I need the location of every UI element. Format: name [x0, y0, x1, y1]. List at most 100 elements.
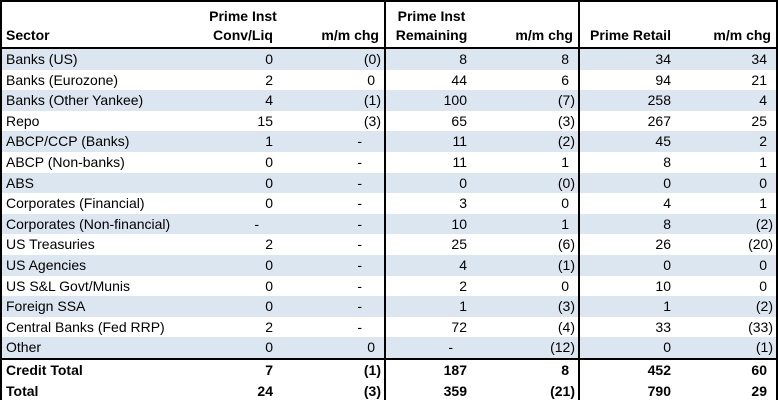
column-header-mm-chg-2: m/m chg	[477, 1, 579, 49]
value-cell: 2	[265, 236, 273, 253]
value-cell: 0	[367, 71, 375, 88]
value-cell: 2	[265, 318, 273, 335]
sector-cell: Banks (US)	[1, 48, 203, 70]
value-cell: 11	[384, 151, 477, 173]
value-cell: (7)	[477, 90, 579, 111]
value-cell: 26	[578, 234, 681, 255]
value-cell: 2	[681, 131, 777, 152]
value-cell: 0	[759, 277, 767, 294]
table-row: ABCP/CCP (Banks) 1 - 11 (2) 45 2	[1, 131, 777, 152]
value-cell: 44	[384, 69, 477, 91]
value-cell: 3	[384, 193, 477, 214]
value-cell: 65	[384, 110, 477, 132]
table-row: Foreign SSA 0 - 1 (3) 1 (2)	[1, 296, 777, 317]
value-cell: 790	[578, 380, 681, 400]
value-cell: -	[357, 195, 362, 212]
value-cell: 0	[384, 172, 477, 194]
value-cell: -	[283, 254, 385, 276]
table-row: Corporates (Financial) 0 - 3 0 4 1	[1, 193, 777, 214]
value-cell: 0	[561, 277, 569, 294]
value-cell: 452	[578, 357, 681, 381]
value-cell: 60	[681, 357, 777, 381]
value-cell: 359	[384, 380, 477, 400]
column-header-mm-chg-1: m/m chg	[283, 1, 385, 49]
value-cell: (33)	[748, 318, 773, 335]
table-row: US Agencies 0 - 4 (1) 0 0	[1, 254, 777, 276]
sector-cell: Corporates (Financial)	[6, 195, 145, 212]
value-cell: -	[283, 213, 385, 235]
value-cell: 0	[283, 337, 385, 359]
value-cell: 1	[578, 296, 681, 317]
value-cell: 29	[751, 382, 767, 399]
value-cell: (1)	[283, 357, 385, 381]
value-cell: 1	[759, 195, 767, 212]
sector-cell: Credit Total	[1, 357, 203, 381]
sector-cell: US Treasuries	[6, 236, 95, 253]
value-cell: 0	[578, 254, 681, 276]
value-cell: 21	[751, 71, 767, 88]
sector-cell: Foreign SSA	[1, 296, 203, 317]
table-row: Banks (Eurozone) 2 0 44 6 94 21	[1, 69, 777, 91]
sector-cell: ABCP/CCP (Banks)	[1, 131, 203, 152]
value-cell: (3)	[557, 112, 575, 129]
table-row: Banks (US) 0 (0) 8 8 34 34	[1, 48, 777, 70]
value-cell: (2)	[477, 131, 579, 152]
value-cell: 4	[681, 90, 777, 111]
value-cell: 0	[578, 172, 681, 194]
value-cell: 7	[203, 357, 283, 381]
value-cell: -	[283, 296, 385, 317]
sector-cell: Corporates (Non-financial)	[1, 213, 203, 235]
value-cell: 10	[384, 213, 477, 235]
sector-cell: Repo	[6, 112, 40, 129]
value-cell: 2	[384, 275, 477, 297]
sector-cell: Central Banks (Fed RRP)	[6, 318, 165, 335]
value-cell: 4	[203, 90, 283, 111]
value-cell: 8	[578, 151, 681, 173]
value-cell: (0)	[477, 172, 579, 194]
value-cell: (12)	[477, 337, 579, 359]
table-row: Central Banks (Fed RRP) 2 - 72 (4) 33 (3…	[1, 316, 777, 338]
value-cell: 6	[561, 71, 569, 88]
value-cell: -	[384, 337, 477, 359]
value-cell: 8	[578, 213, 681, 235]
value-cell: 2	[265, 71, 273, 88]
value-cell: 258	[578, 90, 681, 111]
value-cell: (0)	[283, 48, 385, 70]
table-row: Banks (Other Yankee) 4 (1) 100 (7) 258 4	[1, 90, 777, 111]
value-cell: (2)	[681, 213, 777, 235]
value-cell: 267	[578, 110, 681, 132]
value-cell: 1	[384, 296, 477, 317]
value-cell: 0	[203, 254, 283, 276]
value-cell: (1)	[681, 337, 777, 359]
sector-cell: Banks (Eurozone)	[6, 71, 119, 88]
sector-cell: US S&L Govt/Munis	[6, 277, 130, 294]
header-row: Sector Prime Inst Conv/Liq m/m chg Prime…	[1, 1, 777, 49]
table-row: Total 24 (3) 359 (21) 790 29	[1, 380, 777, 400]
value-cell: -	[203, 213, 283, 235]
value-cell: 0	[561, 195, 569, 212]
table-row: ABS 0 - 0 (0) 0 0	[1, 172, 777, 194]
column-header-prime-inst-remaining: Prime Inst Remaining	[384, 1, 477, 49]
table-row: Repo 15 (3) 65 (3) 267 25	[1, 110, 777, 132]
value-cell: 24	[257, 382, 273, 399]
sector-cell: Other	[1, 337, 203, 359]
sector-cell: ABCP (Non-banks)	[6, 153, 125, 170]
table-row: Corporates (Non-financial) - - 10 1 8 (2…	[1, 213, 777, 235]
value-cell: (3)	[363, 112, 381, 129]
sector-cell: ABS	[1, 172, 203, 194]
value-cell: 100	[384, 90, 477, 111]
value-cell: -	[283, 131, 385, 152]
value-cell: (4)	[557, 318, 575, 335]
value-cell: 0	[681, 172, 777, 194]
value-cell: 15	[257, 112, 273, 129]
value-cell: (3)	[477, 296, 579, 317]
column-header-prime-inst-conv-liq: Prime Inst Conv/Liq	[203, 1, 283, 49]
value-cell: -	[283, 172, 385, 194]
value-cell: 0	[265, 153, 273, 170]
table-row: Other 0 0 - (12) 0 (1)	[1, 337, 777, 359]
value-cell: 8	[384, 48, 477, 70]
column-header-prime-retail: Prime Retail	[578, 1, 681, 49]
value-cell: (2)	[681, 296, 777, 317]
value-cell: 187	[384, 357, 477, 381]
